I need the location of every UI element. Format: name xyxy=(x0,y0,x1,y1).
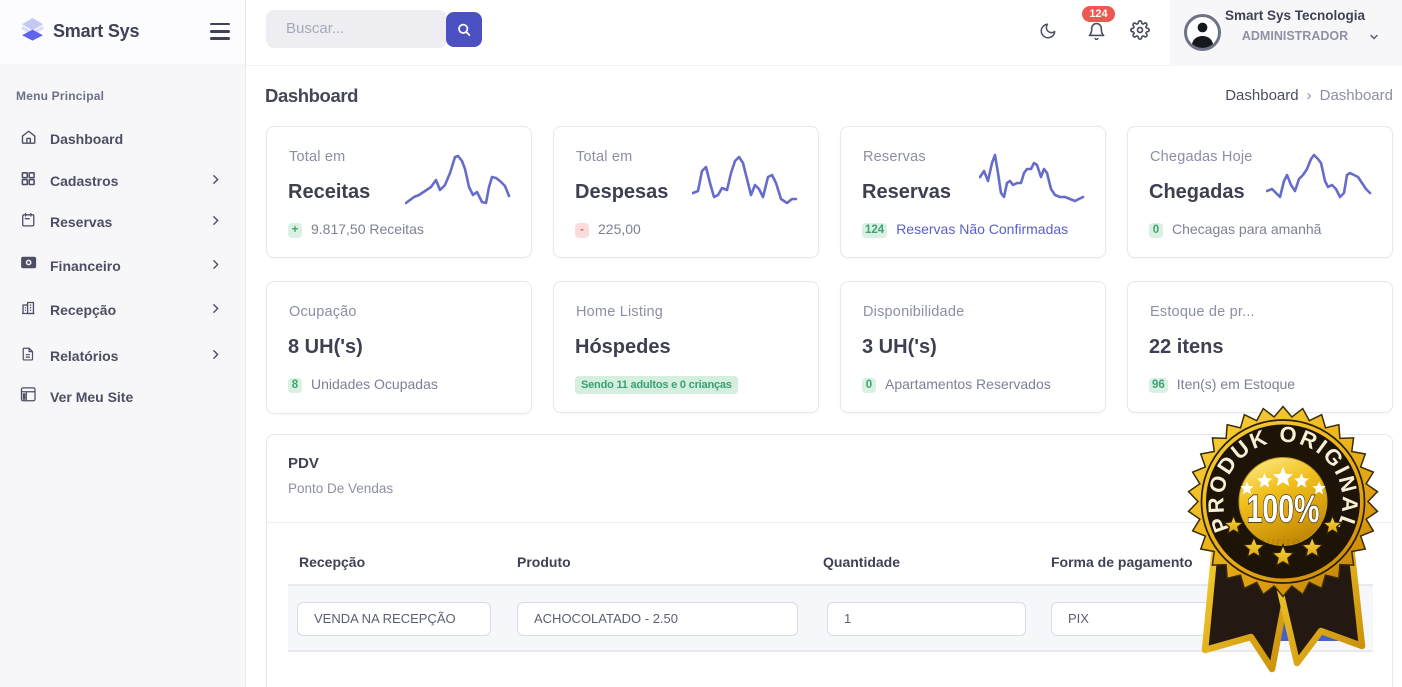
svg-text:© zomuriree: © zomuriree xyxy=(1218,534,1311,551)
svg-text:100%: 100% xyxy=(1247,488,1320,531)
